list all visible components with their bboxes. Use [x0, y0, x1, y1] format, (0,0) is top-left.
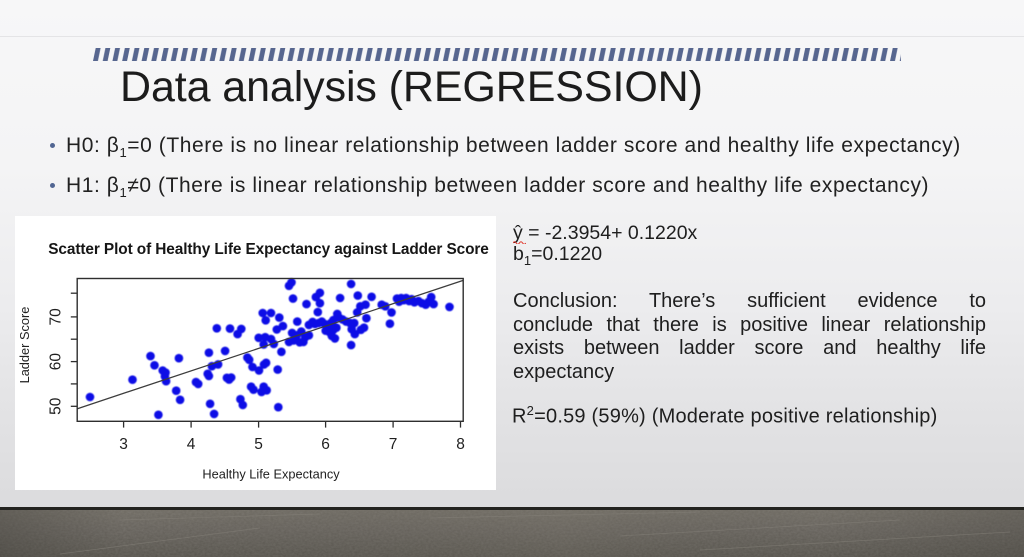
- svg-text:Ladder Score: Ladder Score: [17, 307, 32, 384]
- svg-text:8: 8: [456, 436, 465, 453]
- svg-text:70: 70: [48, 308, 65, 326]
- svg-text:Scatter Plot of Healthy Life E: Scatter Plot of Healthy Life Expectancy …: [48, 241, 489, 258]
- svg-text:7: 7: [389, 436, 398, 453]
- svg-text:6: 6: [321, 436, 330, 453]
- svg-text:Healthy Life Expectancy: Healthy Life Expectancy: [202, 466, 340, 481]
- svg-text:5: 5: [254, 436, 263, 453]
- svg-text:3: 3: [119, 436, 128, 453]
- svg-text:50: 50: [48, 397, 65, 415]
- svg-text:60: 60: [48, 353, 65, 371]
- svg-text:4: 4: [187, 436, 196, 453]
